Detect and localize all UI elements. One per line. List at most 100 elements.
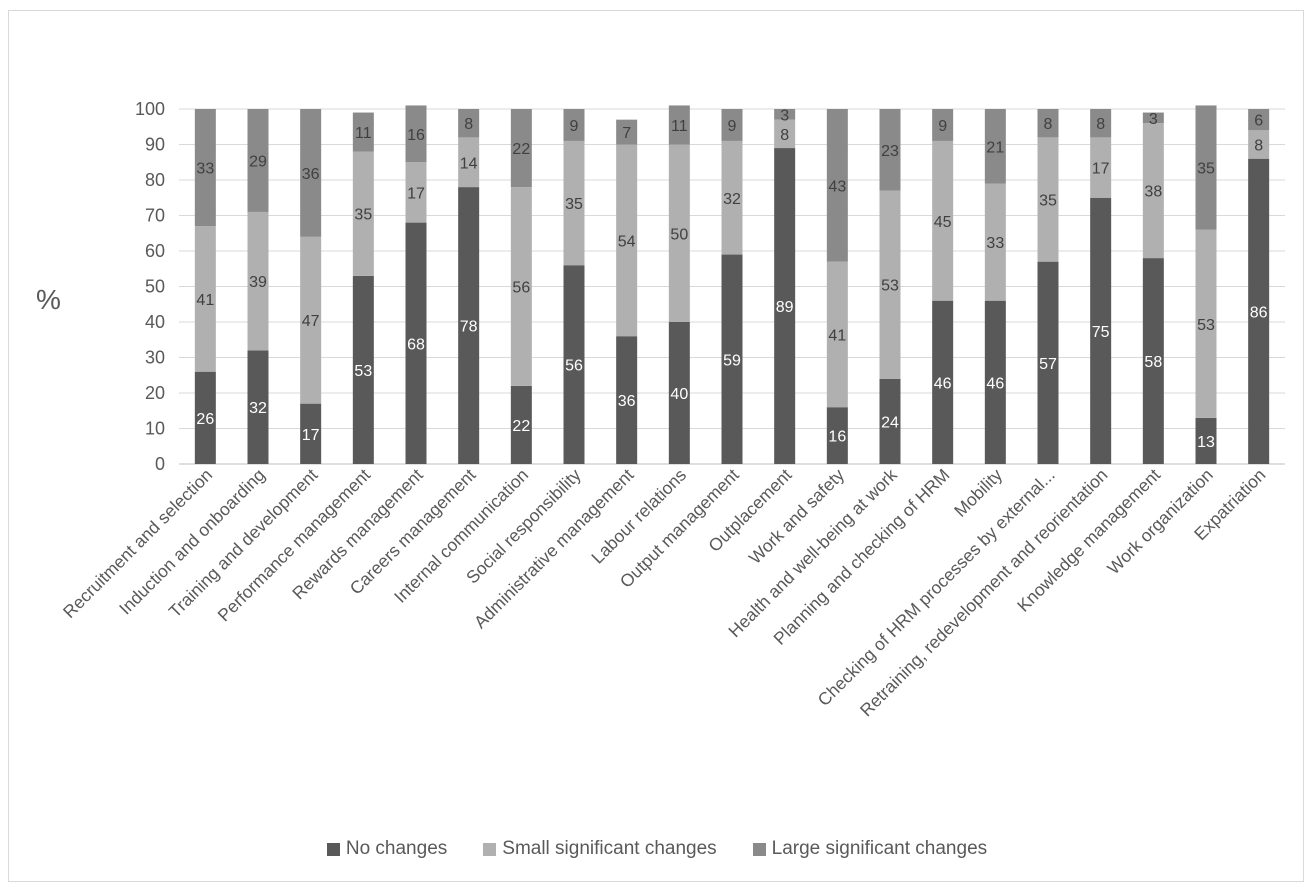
bar-segment bbox=[194, 226, 216, 372]
data-label: 22 bbox=[512, 141, 530, 158]
bar-segment bbox=[405, 162, 427, 223]
data-label: 16 bbox=[828, 429, 846, 446]
data-label: 21 bbox=[986, 139, 1004, 156]
data-label: 47 bbox=[302, 313, 320, 330]
bar-segment bbox=[247, 211, 269, 351]
data-label: 57 bbox=[1039, 356, 1057, 373]
bar-segment bbox=[300, 403, 322, 464]
bar-segment bbox=[458, 109, 480, 138]
data-label: 40 bbox=[670, 386, 688, 403]
data-label: 33 bbox=[196, 161, 214, 178]
data-label: 11 bbox=[671, 118, 688, 135]
data-label: 14 bbox=[460, 155, 478, 172]
bar-segment bbox=[668, 105, 690, 145]
bar-segment bbox=[774, 148, 796, 465]
legend-label: Small significant changes bbox=[502, 838, 717, 859]
bar-segment bbox=[510, 187, 532, 386]
bar-segment bbox=[984, 300, 1006, 464]
data-label: 9 bbox=[570, 118, 579, 135]
bar-segment bbox=[1142, 112, 1164, 124]
data-label: 36 bbox=[302, 166, 320, 183]
data-label: 41 bbox=[828, 327, 846, 344]
bar-segment bbox=[194, 371, 216, 464]
data-label: 11 bbox=[355, 125, 372, 142]
bar-segment bbox=[774, 109, 796, 120]
bar-segment bbox=[1142, 258, 1164, 464]
legend-swatch bbox=[752, 842, 766, 856]
y-tick-label: 60 bbox=[145, 241, 165, 261]
data-label: 56 bbox=[565, 358, 583, 375]
data-label: 6 bbox=[1254, 113, 1263, 130]
y-tick-label: 20 bbox=[145, 383, 165, 403]
legend: No changes Small significant changes Large… bbox=[0, 838, 1314, 860]
bar-segment bbox=[668, 144, 690, 322]
bar-segment bbox=[458, 137, 480, 188]
bar-segment bbox=[616, 336, 638, 464]
bar-segment bbox=[932, 300, 954, 464]
bar-segment bbox=[932, 109, 954, 141]
bar-segment bbox=[510, 385, 532, 464]
bar-segment bbox=[300, 236, 322, 404]
bars: 2641333239291747365335116817167814822562… bbox=[194, 105, 1270, 465]
bar-segment bbox=[1195, 105, 1217, 230]
data-label: 23 bbox=[881, 143, 899, 160]
bar-segment bbox=[721, 254, 743, 464]
data-label: 8 bbox=[464, 116, 473, 133]
bar-segment bbox=[1248, 158, 1270, 464]
bar-segment bbox=[826, 261, 848, 408]
legend-item: Small significant changes bbox=[483, 838, 717, 860]
bar-segment bbox=[405, 222, 427, 464]
bar-segment bbox=[563, 265, 585, 464]
data-label: 22 bbox=[512, 418, 530, 435]
data-label: 35 bbox=[1039, 193, 1057, 210]
bar-segment bbox=[879, 109, 901, 191]
y-tick-label: 80 bbox=[145, 170, 165, 190]
data-label: 24 bbox=[881, 414, 899, 431]
data-label: 59 bbox=[723, 352, 741, 369]
data-label: 53 bbox=[881, 278, 899, 295]
bar-segment bbox=[1195, 417, 1217, 464]
x-tick-label: Work and safety bbox=[745, 465, 849, 569]
bar-segment bbox=[616, 119, 638, 145]
legend-item: No changes bbox=[326, 838, 447, 860]
bar-segment bbox=[458, 187, 480, 464]
bar-segment bbox=[774, 119, 796, 149]
bar-segment bbox=[352, 151, 374, 276]
bar-segment bbox=[984, 183, 1006, 301]
bar-segment bbox=[826, 407, 848, 464]
bar-segment bbox=[1195, 229, 1217, 418]
y-axis-ticks: 0 10 20 30 40 50 60 70 80 90 100 bbox=[135, 99, 165, 474]
data-label: 86 bbox=[1250, 304, 1268, 321]
bar-segment bbox=[1090, 197, 1112, 464]
bar-segment bbox=[1037, 137, 1059, 262]
data-label: 54 bbox=[618, 233, 636, 250]
data-label: 7 bbox=[622, 125, 631, 142]
data-label: 17 bbox=[302, 427, 320, 444]
data-label: 26 bbox=[196, 411, 214, 428]
data-label: 8 bbox=[780, 127, 789, 144]
data-label: 53 bbox=[1197, 317, 1215, 334]
data-label: 32 bbox=[723, 191, 741, 208]
y-tick-label: 50 bbox=[145, 277, 165, 297]
data-label: 46 bbox=[934, 375, 952, 392]
bar-segment bbox=[1037, 261, 1059, 464]
bar-segment bbox=[616, 144, 638, 337]
data-label: 16 bbox=[407, 127, 425, 144]
data-label: 39 bbox=[249, 274, 267, 291]
data-label: 13 bbox=[1197, 434, 1215, 451]
bar-segment bbox=[721, 109, 743, 141]
legend-label: Large significant changes bbox=[771, 838, 988, 859]
bar-segment bbox=[879, 378, 901, 464]
data-label: 33 bbox=[986, 235, 1004, 252]
bar-segment bbox=[1090, 137, 1112, 198]
bar-segment bbox=[879, 190, 901, 379]
bar-segment bbox=[1248, 109, 1270, 131]
y-tick-label: 90 bbox=[145, 135, 165, 155]
data-label: 53 bbox=[354, 363, 372, 380]
y-tick-label: 70 bbox=[145, 206, 165, 226]
legend-item: Large significant changes bbox=[752, 838, 988, 860]
x-tick-label: Retraining, redevelopment and reorientat… bbox=[856, 465, 1112, 721]
data-label: 35 bbox=[565, 196, 583, 213]
data-label: 41 bbox=[196, 292, 214, 309]
